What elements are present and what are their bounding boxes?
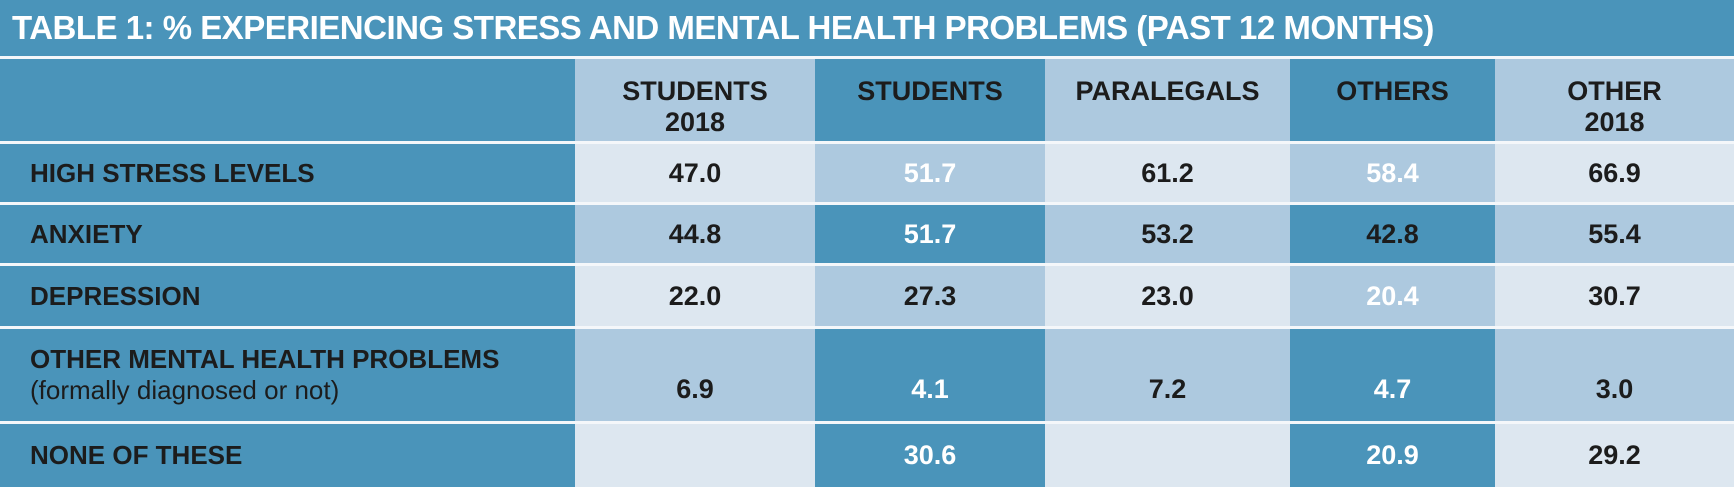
column-header-line1: PARALEGALS (1075, 76, 1260, 106)
table-row: DEPRESSION 22.0 27.3 23.0 20.4 30.7 (0, 266, 1734, 326)
table-cell: 23.0 (1045, 266, 1290, 326)
table-cell: 66.9 (1495, 144, 1734, 202)
table-cell: 58.4 (1290, 144, 1495, 202)
table-cell: 42.8 (1290, 205, 1495, 263)
column-header-line1: OTHER (1567, 76, 1662, 106)
row-label: HIGH STRESS LEVELS (0, 144, 575, 202)
table-row: HIGH STRESS LEVELS 47.0 51.7 61.2 58.4 66.9 (0, 144, 1734, 202)
row-label: ANXIETY (0, 205, 575, 263)
column-header: OTHER 2018 (1495, 59, 1734, 141)
table-cell (1045, 424, 1290, 487)
table-row: OTHER MENTAL HEALTH PROBLEMS (formally di… (0, 329, 1734, 421)
column-header-line1: STUDENTS (622, 76, 768, 106)
divider (0, 141, 1734, 144)
table-cell: 30.7 (1495, 266, 1734, 326)
table-cell: 55.4 (1495, 205, 1734, 263)
table-cell: 4.7 (1290, 329, 1495, 421)
divider (0, 421, 1734, 424)
table-cell: 61.2 (1045, 144, 1290, 202)
row-label: DEPRESSION (0, 266, 575, 326)
divider (0, 202, 1734, 205)
divider (0, 326, 1734, 329)
table-cell: 27.3 (815, 266, 1045, 326)
row-label-text: OTHER MENTAL HEALTH PROBLEMS (30, 344, 500, 374)
table-cell (575, 424, 815, 487)
header-corner (0, 59, 575, 141)
table-cell: 44.8 (575, 205, 815, 263)
table-cell: 3.0 (1495, 329, 1734, 421)
column-header: OTHERS (1290, 59, 1495, 141)
table-cell: 51.7 (815, 144, 1045, 202)
column-header-line1: OTHERS (1336, 76, 1449, 106)
row-sublabel-text: (formally diagnosed or not) (30, 375, 340, 405)
table-cell: 47.0 (575, 144, 815, 202)
row-label: OTHER MENTAL HEALTH PROBLEMS (formally di… (0, 329, 575, 421)
table-cell: 4.1 (815, 329, 1045, 421)
table-cell: 7.2 (1045, 329, 1290, 421)
table-row: NONE OF THESE 30.6 20.9 29.2 (0, 424, 1734, 487)
column-header: STUDENTS 2018 (575, 59, 815, 141)
column-header-line1: STUDENTS (857, 76, 1003, 106)
table-cell: 6.9 (575, 329, 815, 421)
table-cell: 20.9 (1290, 424, 1495, 487)
table-cell: 30.6 (815, 424, 1045, 487)
table-cell: 20.4 (1290, 266, 1495, 326)
table-cell: 22.0 (575, 266, 815, 326)
table-row: ANXIETY 44.8 51.7 53.2 42.8 55.4 (0, 205, 1734, 263)
table-cell: 53.2 (1045, 205, 1290, 263)
divider (0, 263, 1734, 266)
divider (0, 56, 1734, 59)
column-header: PARALEGALS (1045, 59, 1290, 141)
column-header-line2: 2018 (664, 107, 726, 137)
table-title: TABLE 1: % EXPERIENCING STRESS AND MENTA… (0, 0, 1734, 56)
row-label: NONE OF THESE (0, 424, 575, 487)
column-header: STUDENTS (815, 59, 1045, 141)
column-header-line2: 2018 (1584, 107, 1645, 137)
table-cell: 29.2 (1495, 424, 1734, 487)
header-row: STUDENTS 2018 STUDENTS PARALEGALS OTHERS OTHE… (0, 59, 1734, 141)
table-cell: 51.7 (815, 205, 1045, 263)
